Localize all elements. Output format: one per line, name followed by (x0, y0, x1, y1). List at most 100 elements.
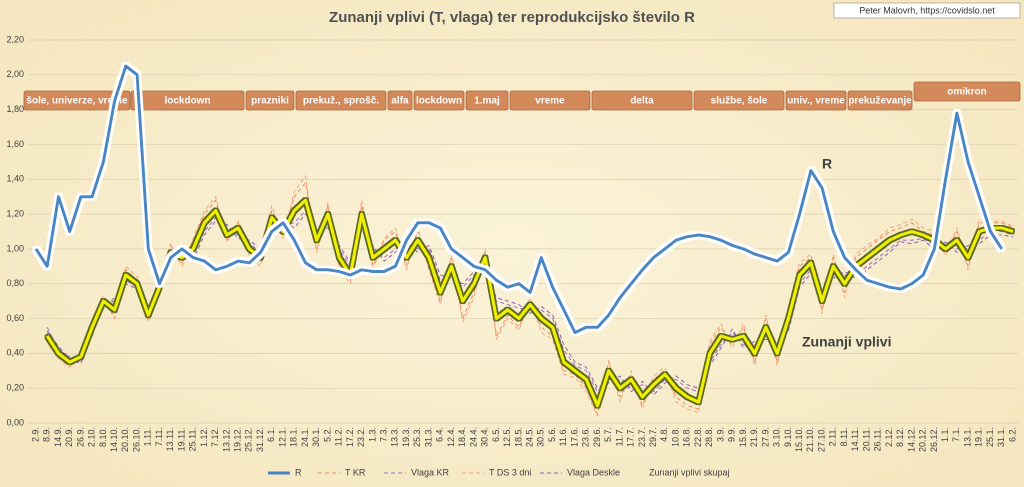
x-tick-label: 10.8. (670, 427, 680, 447)
x-tick-label: 2.9. (30, 427, 40, 442)
phase-label: lockdown (416, 96, 462, 107)
x-tick-label: 8.11. (839, 427, 849, 446)
x-tick-label: 19.1. (974, 427, 984, 447)
phase-label: prekuž., sprošč. (303, 96, 379, 107)
phase-label: lockdown (164, 96, 210, 107)
x-tick-label: 5.7. (603, 427, 613, 442)
x-tick-label: 20.12. (918, 427, 928, 452)
phase-box (23, 90, 131, 111)
legend-label: Zunanji vplivi skupaj (649, 467, 730, 477)
x-tick-label: 18.1. (289, 427, 299, 447)
x-tick-label: 21.9. (749, 427, 759, 447)
x-tick-label: 24.1. (300, 427, 310, 447)
credit: Peter Malovrh, https://covidslo.net (859, 5, 995, 15)
x-tick-label: 26.12. (929, 427, 939, 452)
y-tick-label: 0,60 (6, 313, 24, 323)
x-tick-label: 31.12. (255, 427, 265, 452)
x-tick-label: 29.7. (648, 427, 658, 447)
x-tick-label: 20.10. (120, 427, 130, 452)
phase-box (387, 90, 413, 111)
x-tick-label: 1.12. (199, 427, 209, 447)
y-tick-label: 1,00 (6, 243, 24, 253)
x-tick-label: 1.11. (143, 427, 153, 446)
x-tick-label: 23.6. (581, 427, 591, 447)
phase-box (295, 90, 387, 111)
y-tick-label: 0,40 (6, 348, 24, 358)
phase-label: prekuževanje (848, 96, 912, 107)
phase-box (413, 90, 465, 111)
phase-label: alfa (391, 96, 409, 107)
phase-label: vreme (535, 96, 565, 107)
x-tick-label: 7.12. (210, 427, 220, 447)
phase-box (130, 90, 245, 111)
x-tick-label: 12.1. (277, 427, 287, 447)
x-tick-label: 7.11. (154, 427, 164, 446)
x-tick-label: 9.10. (783, 427, 793, 447)
phase-box (785, 90, 847, 111)
x-tick-label: 1.1. (940, 427, 950, 442)
x-tick-label: 25.11. (188, 427, 198, 451)
x-tick-label: 8.9. (42, 427, 52, 442)
x-tick-label: 30.4. (480, 427, 490, 447)
x-tick-label: 31.1. (996, 427, 1006, 447)
x-tick-label: 13.11. (165, 427, 175, 451)
x-tick-label: 19.11. (176, 427, 186, 451)
x-tick-label: 26.9. (75, 427, 85, 447)
x-tick-label: 15.9. (738, 427, 748, 447)
x-tick-label: 22.8. (693, 427, 703, 447)
x-tick-label: 3.9. (715, 427, 725, 442)
x-tick-label: 4.8. (659, 427, 669, 442)
phase-box (245, 90, 295, 111)
x-tick-label: 24.4. (468, 427, 478, 447)
x-tick-label: 15.10. (794, 427, 804, 452)
y-tick-label: 1,20 (6, 208, 24, 218)
legend-label: Vlaga Deskle (567, 467, 620, 477)
x-tick-label: 13.3. (390, 427, 400, 447)
x-tick-label: 27.10. (816, 427, 826, 452)
x-tick-label: 18.5. (513, 427, 523, 447)
x-tick-label: 16.8. (682, 427, 692, 447)
credit-box (833, 2, 1021, 19)
x-tick-label: 14.11. (850, 427, 860, 451)
y-tick-label: 2,00 (6, 69, 24, 79)
phase-label: univ., vreme (787, 96, 845, 107)
x-tick-label: 9.9. (727, 427, 737, 442)
x-tick-label: 3.10. (772, 427, 782, 447)
y-tick-label: 1,60 (6, 139, 24, 149)
legend-label: T KR (345, 467, 366, 477)
phase-label: službe, šole (711, 96, 768, 107)
x-tick-label: 6.1. (266, 427, 276, 442)
x-tick-label: 24.5. (524, 427, 534, 447)
phase-label: prazniki (251, 96, 289, 107)
x-tick-label: 29.6. (592, 427, 602, 447)
y-tick-label: 0,00 (6, 417, 24, 427)
x-tick-label: 5.6. (547, 427, 557, 442)
phase-box (465, 90, 509, 111)
x-tick-label: 13.12. (221, 427, 231, 452)
x-tick-label: 7.3. (379, 427, 389, 442)
x-tick-label: 25.12. (244, 427, 254, 452)
series-line (45, 198, 1014, 408)
x-tick-label: 2.10. (87, 427, 97, 447)
x-tick-label: 8.12. (895, 427, 905, 447)
phase-box (913, 81, 1021, 102)
x-tick-label: 6.2. (1007, 427, 1017, 442)
x-tick-label: 23.2. (356, 427, 366, 447)
y-tick-label: 2,20 (6, 34, 24, 44)
x-tick-label: 11.2. (334, 427, 344, 446)
x-tick-label: 26.10. (131, 427, 141, 452)
x-tick-label: 12.5. (502, 427, 512, 447)
legend-label: R (295, 467, 302, 477)
x-tick-label: 19.12. (233, 427, 243, 452)
y-tick-label: 1,80 (6, 104, 24, 114)
series-line (46, 210, 1014, 393)
legend-label: Vlaga KR (411, 467, 450, 477)
x-tick-label: 26.11. (873, 427, 883, 451)
x-tick-label: 11.6. (558, 427, 568, 446)
phase-box (509, 90, 591, 111)
series-line (46, 182, 1014, 415)
y-tick-label: 1,40 (6, 174, 24, 184)
x-tick-label: 17.2. (345, 427, 355, 447)
x-tick-label: 25.1. (985, 427, 995, 447)
